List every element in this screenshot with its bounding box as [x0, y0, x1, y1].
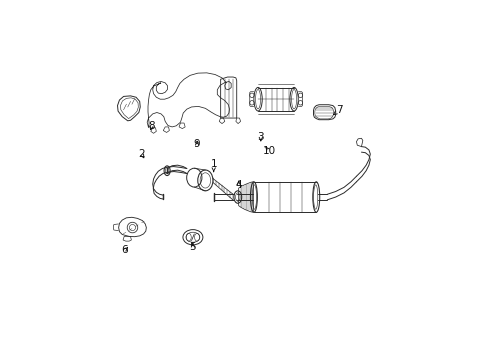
Text: 3: 3	[258, 132, 264, 143]
Text: 10: 10	[263, 146, 276, 156]
Text: 8: 8	[148, 121, 155, 131]
Text: 9: 9	[194, 139, 200, 149]
Text: 1: 1	[210, 159, 217, 172]
Text: 7: 7	[334, 105, 343, 115]
Text: 5: 5	[190, 242, 196, 252]
Text: 4: 4	[235, 180, 242, 190]
Text: 6: 6	[122, 245, 128, 255]
Text: 2: 2	[138, 149, 145, 159]
